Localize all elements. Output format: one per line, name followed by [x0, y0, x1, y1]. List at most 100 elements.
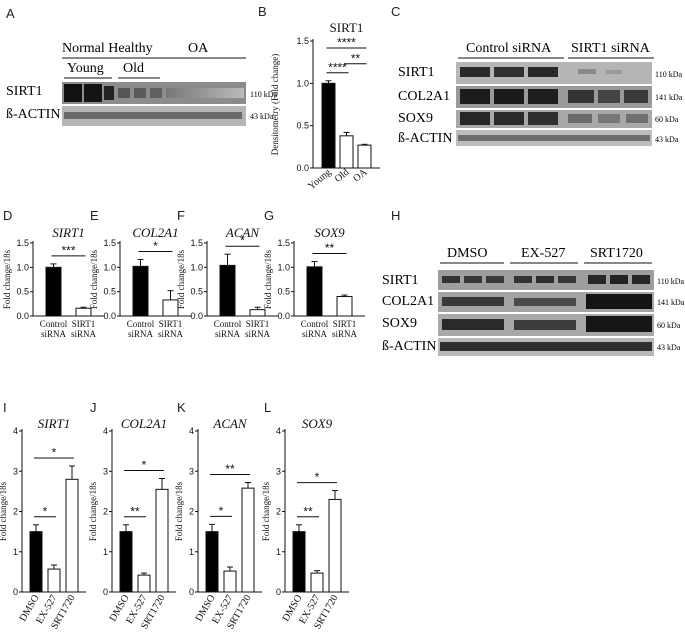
category-label: siRNA — [41, 329, 67, 339]
significance-label: * — [52, 446, 57, 460]
chart-title: COL2A1 — [132, 225, 178, 240]
y-tick-label: 4 — [189, 426, 194, 436]
bar — [241, 487, 255, 593]
blot-band — [588, 275, 606, 284]
blot-band — [598, 90, 620, 103]
group-label-oa: OA — [188, 41, 209, 56]
blot-band — [536, 276, 554, 283]
kda-label-c-col2a1: 141 kDa — [655, 93, 683, 102]
significance-label: ** — [303, 504, 313, 518]
y-tick-label: 1.5 — [190, 238, 203, 248]
blot-band — [610, 275, 628, 284]
significance-label: * — [43, 504, 48, 518]
y-tick-label: 1 — [103, 547, 108, 557]
y-tick-label: 1 — [189, 547, 194, 557]
y-tick-label: 0.5 — [277, 287, 290, 297]
panel-letter-b: B — [258, 4, 267, 19]
category-label: siRNA — [332, 329, 358, 339]
chart-title: ACAN — [212, 416, 248, 431]
blot-row-label-c-sox9: SOX9 — [398, 111, 433, 126]
y-tick-label: 1.5 — [277, 238, 290, 248]
blot-band — [150, 88, 162, 98]
blot-band — [514, 320, 576, 330]
blot-band — [494, 89, 524, 104]
y-tick-label: 2 — [276, 507, 281, 517]
bar — [223, 570, 237, 593]
group-label-dmso: DMSO — [447, 246, 487, 261]
category-label: SIRT1 — [159, 319, 182, 329]
blot-band — [558, 276, 576, 283]
y-axis-label: Densitometry (Fold change) — [270, 54, 280, 155]
y-tick-label: 1.0 — [103, 262, 116, 272]
blot-row-label-c-col2a1: COL2A1 — [398, 89, 450, 104]
y-tick-label: 2 — [103, 507, 108, 517]
blot-band — [166, 88, 244, 98]
group-label-sirt1-sirna: SIRT1 siRNA — [571, 41, 651, 56]
panel-letter-j: J — [90, 400, 97, 415]
y-tick-label: 0 — [13, 587, 18, 597]
blot-panel-a: Normal Healthy OA Young Old SIRT1 ß-ACTI… — [6, 41, 277, 126]
y-tick-label: 0 — [189, 587, 194, 597]
bar — [249, 309, 266, 317]
kda-label-c-sox9: 60 kDa — [655, 115, 679, 124]
blot-band — [64, 112, 242, 119]
blot-band — [586, 316, 652, 332]
category-label: SIRT1 — [246, 319, 269, 329]
bar — [132, 265, 149, 317]
significance-label: ** — [225, 462, 235, 476]
y-axis-label: Fold change/18s — [261, 481, 271, 541]
blot-band — [460, 67, 490, 77]
y-tick-label: 0.5 — [190, 287, 203, 297]
y-tick-label: 1 — [13, 547, 18, 557]
significance-label: ** — [325, 241, 335, 255]
group-label-young: Young — [67, 61, 104, 76]
kda-label-h-actin: 43 kDa — [657, 343, 681, 352]
bar — [321, 82, 336, 169]
y-tick-label: 4 — [13, 426, 18, 436]
y-tick-label: 0.5 — [103, 287, 116, 297]
y-tick-label: 0 — [103, 587, 108, 597]
panel-letter-i: I — [3, 400, 7, 415]
bar — [306, 266, 323, 317]
category-label: siRNA — [158, 329, 184, 339]
category-label: Control — [301, 319, 329, 329]
group-label-old: Old — [123, 61, 144, 76]
significance-label: * — [240, 234, 245, 248]
group-label-ex527: EX-527 — [521, 246, 565, 261]
panel-letter-d: D — [3, 208, 12, 223]
y-tick-label: 0.0 — [103, 311, 116, 321]
blot-band — [528, 89, 558, 104]
y-tick-label: 1.0 — [190, 262, 203, 272]
bar — [357, 144, 372, 169]
y-tick-label: 0.0 — [277, 311, 290, 321]
y-tick-label: 3 — [189, 466, 194, 476]
panel-letter-e: E — [90, 208, 99, 223]
y-tick-label: 3 — [103, 466, 108, 476]
blot-row-label-c-sirt1: SIRT1 — [398, 65, 435, 80]
blot-band — [460, 112, 490, 125]
y-axis-label: Fold change/18s — [88, 481, 98, 541]
bar — [155, 488, 169, 593]
significance-label: * — [153, 239, 158, 253]
bar — [45, 266, 62, 317]
y-tick-label: 1.0 — [296, 78, 309, 88]
kda-label-a-sirt1: 110 kDa — [250, 90, 277, 99]
blot-row-label-h-sox9: SOX9 — [382, 316, 417, 331]
kda-label-c-sirt1: 110 kDa — [655, 70, 682, 79]
bar — [29, 531, 43, 593]
y-tick-label: 1 — [276, 547, 281, 557]
blot-band — [464, 276, 482, 283]
kda-label-h-sox9: 60 kDa — [657, 321, 681, 330]
bar — [219, 264, 236, 317]
y-tick-label: 4 — [276, 426, 281, 436]
group-label-normal-healthy: Normal Healthy — [62, 41, 153, 56]
category-label: SIRT1 — [72, 319, 95, 329]
category-label: Control — [40, 319, 68, 329]
kda-label-h-sirt1: 110 kDa — [657, 277, 684, 286]
blot-band — [442, 297, 504, 306]
significance-label: ** — [130, 504, 140, 518]
significance-label: * — [219, 504, 224, 518]
chart-e: 0.0 0.5 1.0 1.5 Fold change/18s COL2A1 Control… — [89, 225, 191, 339]
chart-title: SOX9 — [302, 416, 333, 431]
